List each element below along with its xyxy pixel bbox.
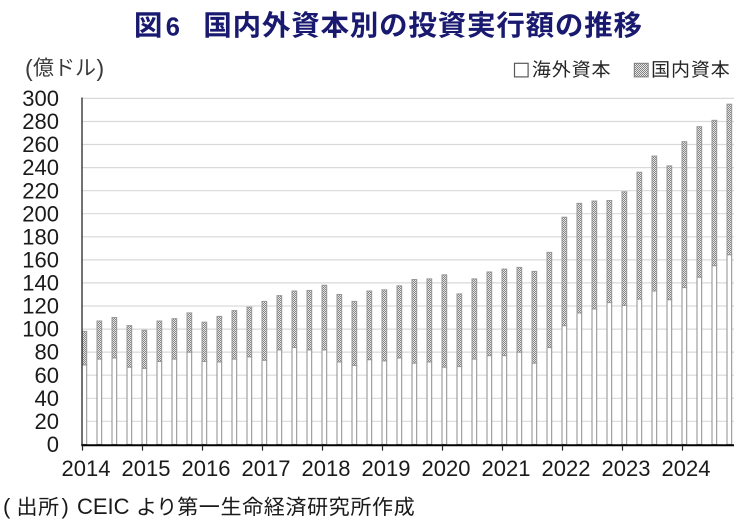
svg-text:140: 140 [22,271,59,296]
svg-text:100: 100 [22,317,59,342]
svg-text:120: 120 [22,294,59,319]
svg-text:80: 80 [35,340,59,365]
svg-text:2018: 2018 [302,456,351,481]
svg-text:60: 60 [35,363,59,388]
svg-text:(: ( [25,55,33,81]
svg-text:2014: 2014 [62,456,111,481]
svg-text:(: ( [3,494,11,519]
svg-text:160: 160 [22,248,59,273]
svg-text:2017: 2017 [242,456,291,481]
svg-text:260: 260 [22,132,59,157]
svg-text:0: 0 [47,432,59,457]
svg-text:280: 280 [22,109,59,134]
svg-text:2021: 2021 [482,456,531,481]
svg-text:180: 180 [22,224,59,249]
svg-text:6: 6 [166,13,180,41]
svg-text:): ) [97,55,105,81]
svg-text:2023: 2023 [602,456,651,481]
svg-text:240: 240 [22,155,59,180]
svg-text:2016: 2016 [182,456,231,481]
svg-text:300: 300 [22,86,59,111]
svg-text:2019: 2019 [362,456,411,481]
svg-text:220: 220 [22,178,59,203]
svg-text:2020: 2020 [422,456,471,481]
svg-text:2015: 2015 [122,456,171,481]
svg-text:): ) [62,494,69,519]
svg-text:CEIC: CEIC [77,494,130,519]
svg-text:2024: 2024 [662,456,711,481]
svg-text:20: 20 [35,409,59,434]
svg-text:40: 40 [35,386,59,411]
svg-text:200: 200 [22,201,59,226]
svg-text:2022: 2022 [542,456,591,481]
